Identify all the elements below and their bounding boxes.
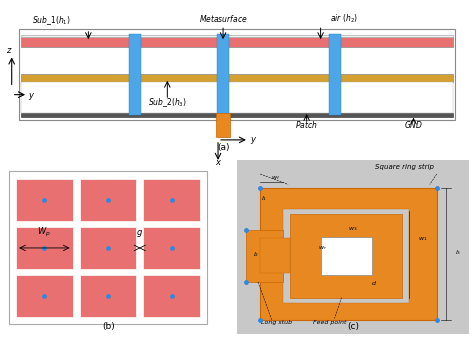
Text: Feed point: Feed point [313, 320, 346, 325]
Bar [21, 35, 453, 37]
Bar [217, 34, 229, 115]
Text: $Patch$: $Patch$ [295, 119, 318, 130]
Bar [260, 238, 291, 273]
Bar [320, 237, 372, 275]
Bar [260, 188, 437, 320]
Text: $Sub\_1(h_1)$: $Sub\_1(h_1)$ [32, 15, 71, 27]
Text: $air\ (h_2)$: $air\ (h_2)$ [330, 13, 358, 25]
Text: $d$: $d$ [371, 279, 377, 287]
Text: x: x [216, 158, 220, 167]
Text: (b): (b) [103, 322, 115, 331]
Text: $Metasurface$: $Metasurface$ [199, 13, 247, 24]
Bar [21, 37, 453, 47]
Text: $w_1$: $w_1$ [418, 235, 428, 243]
Text: $g$: $g$ [137, 228, 143, 239]
Bar [80, 179, 136, 221]
Bar [9, 171, 207, 324]
Text: $l_1$: $l_1$ [261, 194, 267, 203]
Bar [80, 227, 136, 269]
Text: $Sub\_2(h_3)$: $Sub\_2(h_3)$ [148, 96, 187, 109]
Bar [283, 209, 409, 303]
Bar [291, 214, 402, 298]
Text: Long stub: Long stub [261, 320, 292, 325]
Bar [144, 179, 200, 221]
Text: $w_r$: $w_r$ [319, 244, 328, 252]
Bar [16, 179, 73, 221]
Text: (c): (c) [347, 322, 359, 331]
Text: y: y [250, 135, 255, 144]
Bar [216, 113, 230, 137]
Bar [21, 74, 453, 82]
Bar [144, 275, 200, 317]
Text: (a): (a) [217, 143, 229, 152]
Bar [16, 227, 73, 269]
Bar [129, 34, 141, 115]
Text: y: y [28, 90, 33, 100]
Text: $l_3$: $l_3$ [455, 248, 461, 257]
Text: $GND$: $GND$ [404, 119, 423, 130]
Bar [328, 34, 341, 115]
Bar [18, 29, 456, 120]
Text: z: z [6, 46, 10, 55]
Text: $w_f$: $w_f$ [271, 174, 280, 182]
Bar [80, 275, 136, 317]
Bar [21, 113, 453, 117]
Text: $w_3$: $w_3$ [348, 225, 358, 232]
Text: $W_p$: $W_p$ [37, 226, 51, 239]
Bar [21, 82, 453, 113]
Text: $l_2$: $l_2$ [253, 250, 259, 259]
Bar [16, 275, 73, 317]
Bar [246, 230, 283, 282]
Text: Square ring strip: Square ring strip [375, 164, 434, 170]
Bar [144, 227, 200, 269]
